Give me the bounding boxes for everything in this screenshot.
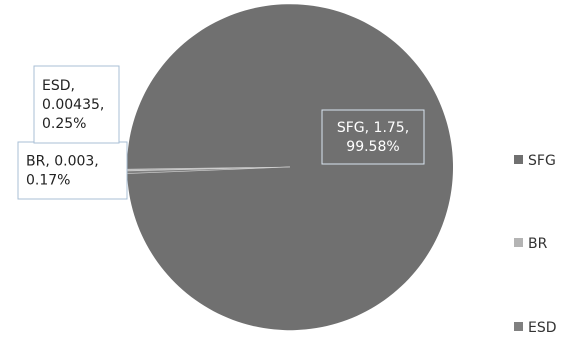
legend-item-br: BR xyxy=(514,236,548,252)
data-label-br: BR, 0.003, 0.17% xyxy=(17,141,128,200)
data-label-br-box xyxy=(17,141,128,200)
legend-swatch xyxy=(514,322,523,331)
legend-label: ESD xyxy=(528,320,557,336)
legend-label: SFG xyxy=(528,153,556,169)
legend-swatch xyxy=(514,155,523,164)
data-label-esd: ESD, 0.00435, 0.25% xyxy=(33,65,120,144)
legend-item-sfg: SFG xyxy=(514,153,556,169)
data-label-esd-box xyxy=(33,65,120,144)
pie-slices xyxy=(126,4,454,331)
legend: SFG BR ESD xyxy=(514,153,557,336)
data-label-esd-line: ESD, xyxy=(42,78,75,94)
legend-item-esd: ESD xyxy=(514,320,557,336)
data-label-sfg-line: 99.58% xyxy=(346,139,399,155)
data-label-esd-line: 0.00435, xyxy=(42,97,104,113)
legend-label: BR xyxy=(528,236,548,252)
data-label-br-line: BR, 0.003, xyxy=(26,154,99,170)
data-label-sfg: SFG, 1.75, 99.58% xyxy=(321,109,425,165)
data-labels: SFG, 1.75, 99.58% BR, 0.003, 0.17% ESD, 0.004… xyxy=(17,65,425,200)
data-label-sfg-line: SFG, 1.75, xyxy=(337,120,409,136)
data-label-esd-line: 0.25% xyxy=(42,116,86,132)
data-label-br-line: 0.17% xyxy=(26,173,70,189)
legend-swatch xyxy=(514,238,523,247)
data-label-sfg-box xyxy=(321,109,425,165)
